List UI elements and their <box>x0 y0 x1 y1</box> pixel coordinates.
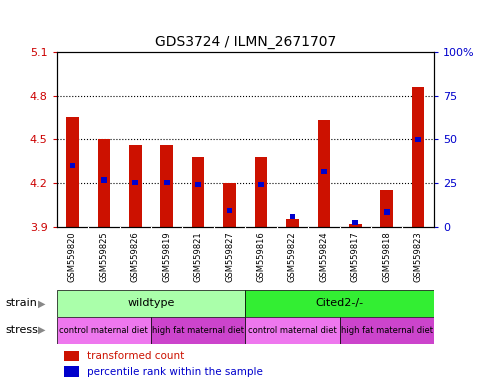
Bar <box>286 219 299 227</box>
Bar <box>98 139 110 227</box>
Bar <box>164 180 170 185</box>
Bar <box>151 317 245 344</box>
Bar <box>384 209 389 215</box>
Bar <box>192 157 205 227</box>
Text: stress: stress <box>5 325 38 335</box>
Text: GSM559821: GSM559821 <box>194 232 203 282</box>
Bar <box>160 145 173 227</box>
Bar <box>340 317 434 344</box>
Bar <box>101 177 106 182</box>
Text: GSM559824: GSM559824 <box>319 232 328 282</box>
Bar <box>245 317 340 344</box>
Bar <box>321 169 327 174</box>
Text: GSM559820: GSM559820 <box>68 232 77 282</box>
Bar <box>352 220 358 225</box>
Title: GDS3724 / ILMN_2671707: GDS3724 / ILMN_2671707 <box>155 35 336 50</box>
Text: wildtype: wildtype <box>127 298 175 308</box>
Bar <box>195 182 201 187</box>
Text: Cited2-/-: Cited2-/- <box>316 298 364 308</box>
Bar <box>415 137 421 142</box>
Text: GSM559822: GSM559822 <box>288 232 297 282</box>
Bar <box>129 145 141 227</box>
Bar <box>412 87 424 227</box>
Text: control maternal diet: control maternal diet <box>248 326 337 335</box>
Text: transformed count: transformed count <box>87 351 184 361</box>
Text: high fat maternal diet: high fat maternal diet <box>341 326 433 335</box>
Bar <box>381 190 393 227</box>
Bar <box>317 120 330 227</box>
Bar <box>57 290 245 317</box>
Text: GSM559818: GSM559818 <box>382 232 391 282</box>
Bar <box>64 351 79 361</box>
Bar <box>66 118 79 227</box>
Text: GSM559825: GSM559825 <box>99 232 108 282</box>
Bar <box>64 366 79 377</box>
Bar <box>223 183 236 227</box>
Text: GSM559816: GSM559816 <box>256 232 266 282</box>
Bar <box>255 157 267 227</box>
Bar <box>57 317 151 344</box>
Text: GSM559817: GSM559817 <box>351 232 360 282</box>
Text: high fat maternal diet: high fat maternal diet <box>152 326 244 335</box>
Text: GSM559827: GSM559827 <box>225 232 234 282</box>
Text: ▶: ▶ <box>38 325 46 335</box>
Text: control maternal diet: control maternal diet <box>60 326 148 335</box>
Text: strain: strain <box>5 298 37 308</box>
Bar <box>70 163 75 168</box>
Bar <box>133 180 138 185</box>
Bar <box>245 290 434 317</box>
Bar <box>227 208 232 213</box>
Text: ▶: ▶ <box>38 298 46 308</box>
Bar <box>258 182 264 187</box>
Bar <box>289 214 295 219</box>
Text: GSM559826: GSM559826 <box>131 232 140 282</box>
Text: GSM559819: GSM559819 <box>162 232 171 282</box>
Text: percentile rank within the sample: percentile rank within the sample <box>87 366 263 377</box>
Text: GSM559823: GSM559823 <box>414 232 423 282</box>
Bar <box>349 223 361 227</box>
